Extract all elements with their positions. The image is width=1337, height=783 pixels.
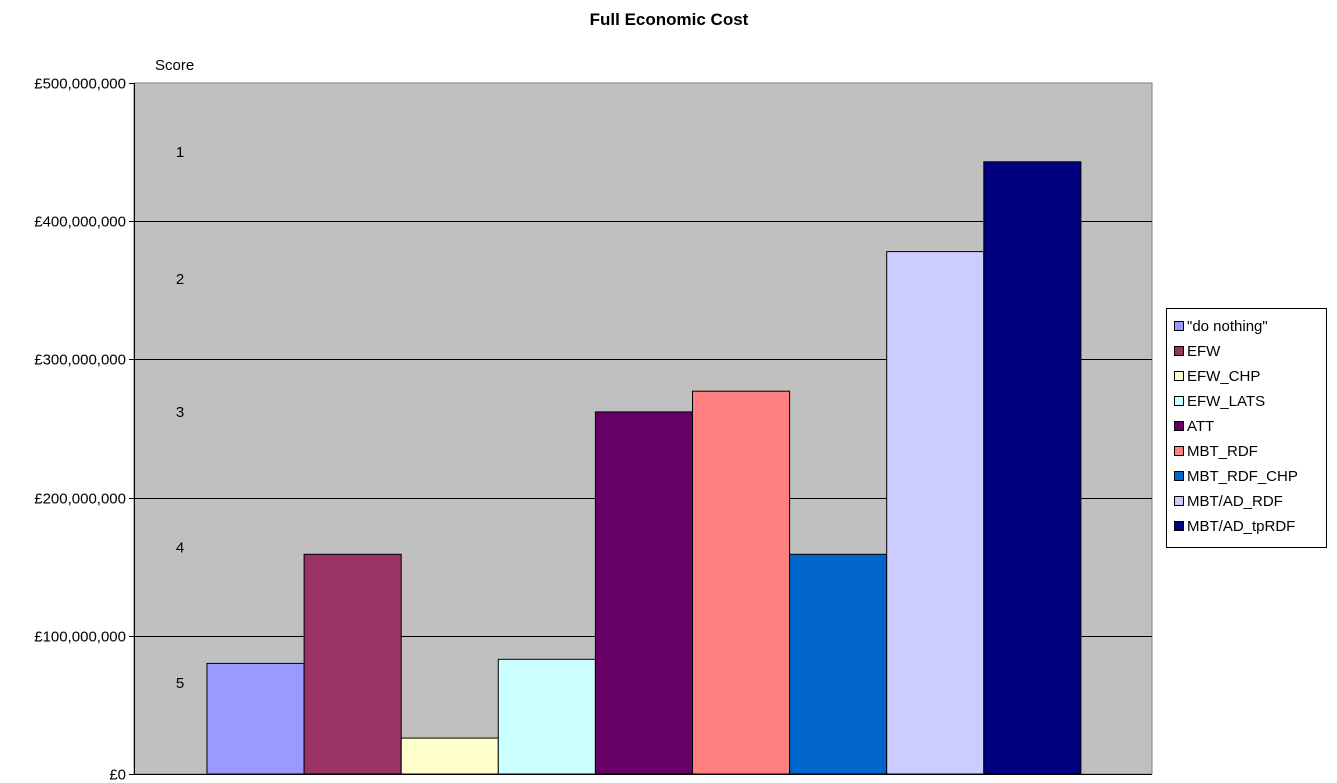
legend-swatch: [1174, 521, 1184, 531]
y-tick-label: £0: [109, 767, 126, 783]
bars: [206, 161, 1082, 775]
legend-label: MBT/AD_tpRDF: [1187, 518, 1295, 535]
y-tick-label: £100,000,000: [34, 629, 126, 646]
bar: [400, 737, 499, 775]
legend-swatch: [1174, 371, 1184, 381]
legend-label: EFW_LATS: [1187, 393, 1265, 410]
legend-label: "do nothing": [1187, 318, 1268, 335]
chart-title: Full Economic Cost: [590, 10, 749, 29]
legend-label: ATT: [1187, 418, 1214, 435]
legend-label: EFW: [1187, 343, 1221, 360]
y-tick-label: £300,000,000: [34, 352, 126, 369]
score-annotations: Score 1 2 3 4 5: [155, 57, 194, 692]
score-value: 5: [176, 675, 184, 692]
legend-label: EFW_CHP: [1187, 368, 1260, 385]
legend-label: MBT/AD_RDF: [1187, 493, 1283, 510]
legend: "do nothing" EFW EFW_CHP EFW_LATS ATT MBT_RDF…: [1166, 308, 1327, 548]
legend-swatch: [1174, 396, 1184, 406]
score-value: 3: [176, 404, 184, 421]
bar: [497, 658, 596, 775]
score-value: 4: [176, 539, 184, 556]
score-value: 2: [176, 271, 184, 288]
y-tick-label: £400,000,000: [34, 214, 126, 231]
score-label: Score: [155, 57, 194, 74]
y-tick-label: £500,000,000: [34, 76, 126, 93]
legend-swatch: [1174, 421, 1184, 431]
bar: [983, 161, 1082, 775]
bar: [206, 662, 305, 775]
legend-swatch: [1174, 346, 1184, 356]
legend-box: [1166, 308, 1327, 548]
legend-label: MBT_RDF: [1187, 443, 1258, 460]
bar: [886, 251, 985, 775]
bar: [303, 553, 402, 775]
bar: [789, 553, 888, 775]
bar: [594, 411, 694, 775]
bar: [692, 390, 791, 775]
legend-swatch: [1174, 321, 1184, 331]
legend-swatch: [1174, 471, 1184, 481]
legend-label: MBT_RDF_CHP: [1187, 468, 1298, 485]
legend-swatch: [1174, 496, 1184, 506]
y-tick-label: £200,000,000: [34, 491, 126, 508]
legend-swatch: [1174, 446, 1184, 456]
score-value: 1: [176, 144, 184, 161]
y-axis: £0 £100,000,000 £200,000,000 £300,000,000 £4…: [34, 76, 1152, 783]
